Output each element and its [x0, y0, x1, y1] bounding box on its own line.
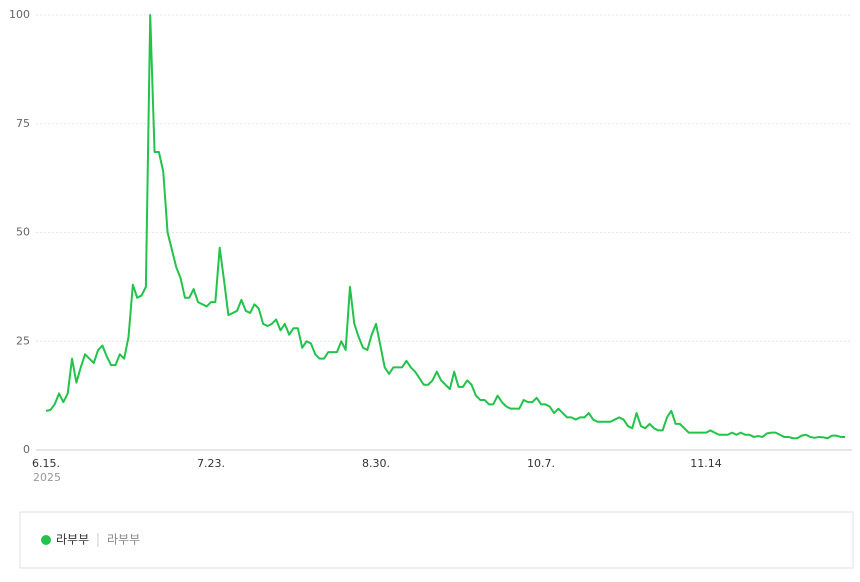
x-tick-label: 7.23.	[197, 457, 225, 470]
x-tick-label: 10.7.	[527, 457, 555, 470]
year-label: 2025	[33, 471, 61, 484]
y-tick-label: 50	[16, 226, 30, 239]
legend-keyword: 라부부	[107, 533, 140, 547]
x-tick-label: 6.15.	[32, 457, 60, 470]
x-tick-label: 8.30.	[362, 457, 390, 470]
x-tick-label: 11.14	[690, 457, 722, 470]
legend-label: 라부부	[56, 533, 89, 547]
y-tick-label: 75	[16, 117, 30, 130]
legend-box	[19, 511, 854, 569]
y-tick-label: 100	[9, 8, 30, 21]
series-line	[45, 14, 845, 440]
legend-marker	[41, 535, 51, 545]
y-tick-label: 25	[16, 334, 30, 347]
y-tick-label: 0	[23, 443, 30, 456]
